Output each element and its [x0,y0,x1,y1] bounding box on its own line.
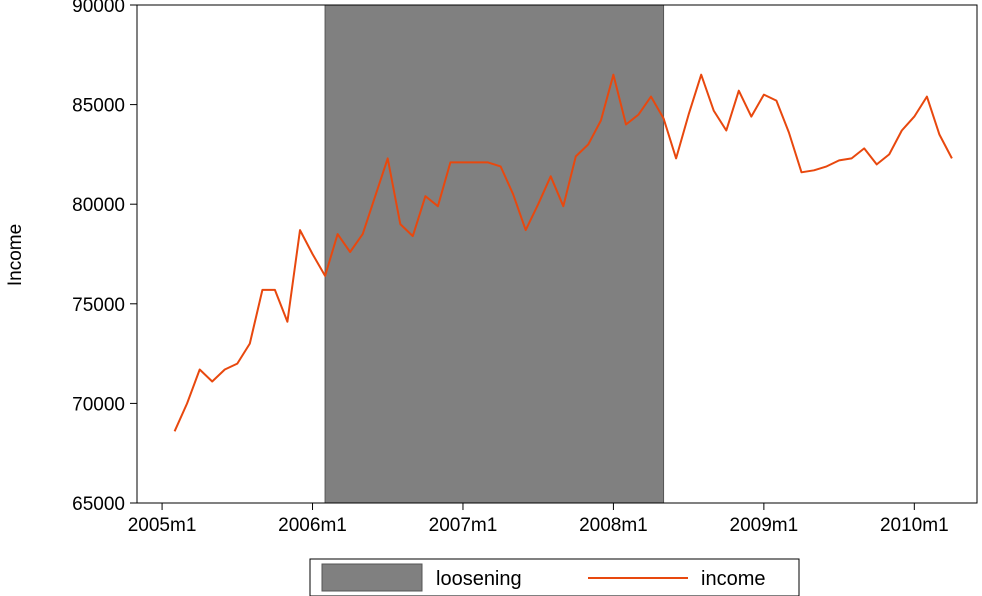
y-tick-label: 65000 [72,494,125,515]
legend-label-income: income [701,568,765,590]
x-axis: 2005m1 2006m1 2007m1 2008m1 2009m1 2010m1 [128,503,949,536]
shaded-region-layer [324,4,665,504]
legend-label-loosening: loosening [436,568,522,590]
legend-swatch-loosening [321,563,423,592]
x-tick-label: 2007m1 [429,515,498,536]
shaded-region-loosening [324,4,665,504]
y-tick-label: 90000 [72,0,125,17]
x-tick-label: 2009m1 [730,515,799,536]
series-line-income [173,73,953,432]
x-tick-label: 2010m1 [880,515,949,536]
y-tick-label: 75000 [72,295,125,316]
legend: loosening income [309,558,800,596]
x-tick-label: 2005m1 [128,515,197,536]
y-tick-label: 70000 [72,394,125,415]
y-tick-label: 85000 [72,96,125,117]
x-tick-label: 2008m1 [579,515,648,536]
plot-frame-layer [136,4,978,504]
series-line-layer [173,73,953,432]
plot-frame [136,4,978,504]
y-axis: 65000 70000 75000 80000 85000 90000 [72,0,137,515]
y-axis-title: Income [5,224,26,286]
y-tick-label: 80000 [72,195,125,216]
x-tick-label: 2006m1 [278,515,347,536]
